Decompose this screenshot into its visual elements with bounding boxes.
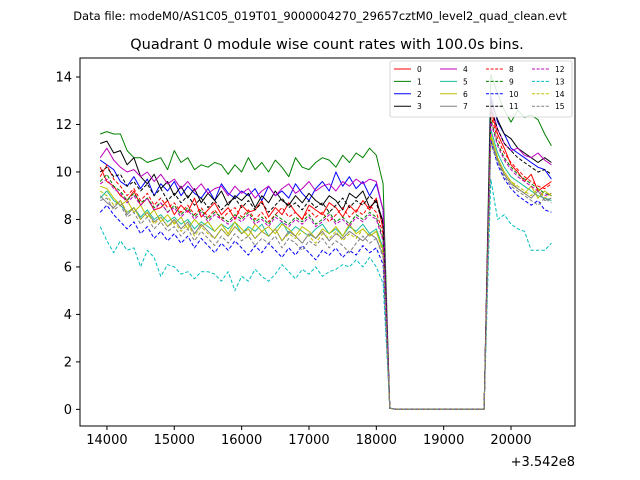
legend-label-11: 11 <box>509 102 519 111</box>
legend-label-15: 15 <box>555 102 565 111</box>
y-tick-label: 8 <box>64 213 72 228</box>
x-tick-label: 18000 <box>356 433 397 448</box>
legend-label-14: 14 <box>555 90 565 99</box>
legend-frame <box>389 60 573 118</box>
y-tick-label: 12 <box>55 118 72 133</box>
legend-label-8: 8 <box>509 65 514 74</box>
chart-suptitle: Data file: modeM0/AS1C05_019T01_90000042… <box>73 9 567 23</box>
x-tick-label: 14000 <box>86 433 127 448</box>
plot-area <box>80 58 575 426</box>
legend-label-9: 9 <box>509 77 514 86</box>
legend-label-13: 13 <box>555 77 565 86</box>
legend-label-6: 6 <box>463 90 468 99</box>
legend-label-3: 3 <box>417 102 422 111</box>
legend-label-10: 10 <box>509 90 519 99</box>
y-tick-label: 0 <box>64 403 72 418</box>
legend-label-2: 2 <box>417 90 422 99</box>
y-tick-label: 14 <box>55 70 72 85</box>
series-layer <box>99 74 552 410</box>
chart-title: Quadrant 0 module wise count rates with … <box>130 37 524 53</box>
y-tick-label: 2 <box>64 355 72 370</box>
legend-label-1: 1 <box>417 77 422 86</box>
legend-label-4: 4 <box>463 65 468 74</box>
legend-label-7: 7 <box>463 102 468 111</box>
y-tick-label: 10 <box>55 165 72 180</box>
y-tick-label: 6 <box>64 260 72 275</box>
x-offset-label: +3.542e8 <box>511 455 575 470</box>
legend-label-5: 5 <box>463 77 468 86</box>
x-tick-label: 20000 <box>490 433 531 448</box>
x-tick-label: 16000 <box>221 433 262 448</box>
series-line-15 <box>100 143 552 410</box>
x-tick-label: 17000 <box>288 433 329 448</box>
x-tick-label: 15000 <box>154 433 195 448</box>
axes-layer: 14000 15000 16000 17000 18000 19000 20000 0 2 4 6 8… <box>55 70 531 448</box>
series-line-10 <box>99 140 552 410</box>
legend-label-0: 0 <box>417 65 422 74</box>
legend-label-12: 12 <box>555 65 565 74</box>
x-tick-label: 19000 <box>423 433 464 448</box>
y-tick-label: 4 <box>64 308 72 323</box>
plot-frame <box>79 57 576 427</box>
